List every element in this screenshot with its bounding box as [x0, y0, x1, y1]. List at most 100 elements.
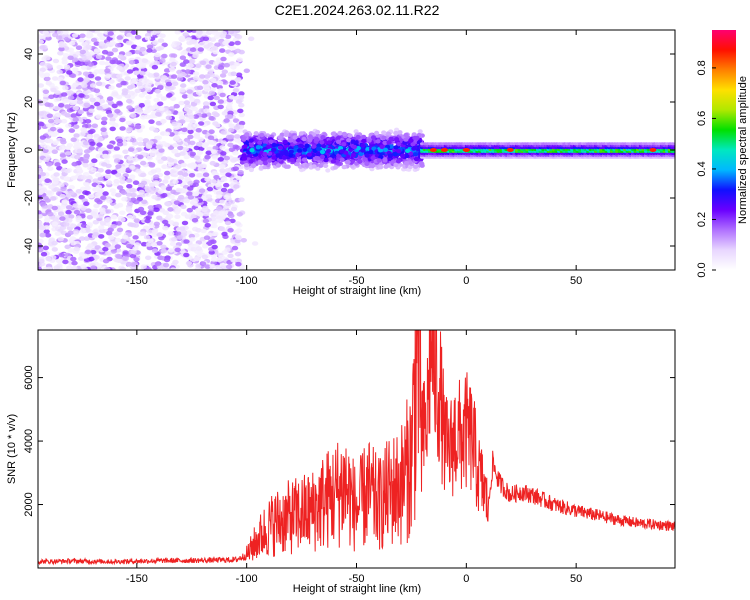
heatmap-cell	[148, 223, 156, 229]
colorbar-ticks: 0.00.20.40.60.8	[696, 60, 716, 278]
heatmap-cell	[194, 98, 201, 104]
heatmap-cell	[46, 162, 53, 167]
heatmap-cell	[182, 147, 189, 152]
heatmap-cell	[68, 214, 75, 219]
heatmap-cell	[139, 70, 146, 76]
heatmap-cell	[223, 194, 230, 200]
heatmap-cell	[176, 235, 184, 240]
heatmap-cell	[144, 114, 151, 120]
heatmap-cell	[97, 168, 104, 173]
heatmap-cell	[104, 243, 111, 248]
heatmap-cell	[56, 65, 63, 70]
heatmap-cell	[202, 218, 210, 224]
heatmap-cell	[88, 256, 95, 262]
heatmap-cell	[112, 122, 119, 128]
heatmap-cell	[232, 166, 239, 171]
heatmap-cell	[189, 119, 196, 124]
heatmap-cell	[208, 129, 215, 134]
heatmap-cell	[155, 144, 163, 150]
heatmap-cell	[219, 199, 226, 205]
heatmap-cell	[277, 145, 283, 150]
heatmap-cell	[393, 145, 399, 150]
heatmap-cell	[146, 48, 153, 53]
heatmap-cell	[385, 163, 391, 168]
heatmap-cell	[102, 150, 109, 155]
heatmap-cell	[248, 138, 254, 143]
heatmap-cell	[284, 151, 290, 157]
heatmap-cell	[234, 251, 242, 257]
heatmap-cell	[58, 145, 66, 151]
heatmap-cell	[90, 265, 97, 270]
heatmap-cell	[125, 40, 133, 46]
heatmap-cell	[169, 267, 177, 270]
heatmap-cell	[88, 146, 96, 151]
heatmap-cell	[91, 158, 98, 163]
heatmap-cell	[94, 245, 101, 250]
colorbar-tick-label: 0.2	[696, 212, 708, 227]
heatmap-cell	[51, 149, 58, 154]
heatmap-cell	[262, 151, 268, 157]
heatmap-cell	[234, 221, 241, 226]
heatmap-cell	[361, 138, 367, 144]
heatmap-cell	[108, 85, 115, 90]
heatmap-cell	[208, 90, 215, 96]
heatmap-cell	[77, 77, 84, 82]
heatmap-cell	[150, 169, 157, 174]
heatmap-cell	[316, 143, 322, 148]
heatmap-cell	[187, 180, 194, 186]
heatmap-cell	[124, 76, 131, 81]
heatmap-cell	[255, 145, 261, 150]
heatmap-cell	[174, 247, 181, 253]
heatmap-peak-cell	[462, 148, 470, 152]
heatmap-cell	[189, 97, 196, 102]
heatmap-cell	[115, 164, 122, 169]
heatmap-cell	[169, 241, 177, 247]
heatmap-cell	[364, 153, 370, 158]
heatmap-cell	[223, 39, 231, 44]
x-tick-label: -50	[349, 573, 365, 585]
heatmap-cell	[282, 139, 288, 145]
heatmap-cell	[69, 100, 76, 106]
heatmap-cell	[39, 135, 47, 140]
heatmap-cell	[235, 258, 243, 264]
heatmap-cell	[177, 170, 184, 176]
heatmap-cell	[125, 192, 133, 197]
heatmap-cell	[167, 157, 175, 163]
heatmap-cell	[235, 99, 243, 104]
heatmap-x-axis-label: Height of straight line (km)	[293, 285, 421, 297]
heatmap-cell	[89, 128, 96, 134]
heatmap-cell	[304, 143, 310, 148]
heatmap-cell	[207, 71, 214, 76]
heatmap-cell	[45, 123, 53, 128]
heatmap-cell	[403, 132, 409, 138]
heatmap-cell	[38, 222, 42, 227]
heatmap-cell	[81, 83, 88, 88]
heatmap-cell	[167, 248, 175, 253]
heatmap-cell	[366, 138, 372, 143]
heatmap-cell	[159, 33, 166, 39]
heatmap-cell	[93, 133, 100, 139]
heatmap-cell	[388, 136, 394, 141]
heatmap-cell	[183, 100, 191, 105]
heatmap-cell	[122, 250, 129, 255]
heatmap-cell	[413, 156, 419, 162]
heatmap-cell	[199, 74, 206, 79]
heatmap-cell	[157, 84, 164, 90]
heatmap-cell	[79, 33, 86, 39]
heatmap-cell	[307, 134, 313, 139]
heatmap-cell	[77, 109, 85, 115]
heatmap-cell	[400, 153, 406, 158]
heatmap-cell	[267, 158, 273, 163]
heatmap-cell	[98, 228, 106, 234]
heatmap-cell	[119, 117, 126, 123]
heatmap-cell	[81, 254, 89, 259]
heatmap-cell	[234, 77, 241, 83]
heatmap-cell	[221, 111, 228, 116]
heatmap-cell	[298, 143, 304, 149]
heatmap-cell	[144, 192, 151, 198]
heatmap-cell	[86, 31, 93, 36]
heatmap-cell	[230, 71, 237, 77]
heatmap-cell	[81, 266, 88, 270]
heatmap-cell	[231, 245, 239, 251]
heatmap-cell	[109, 41, 117, 46]
